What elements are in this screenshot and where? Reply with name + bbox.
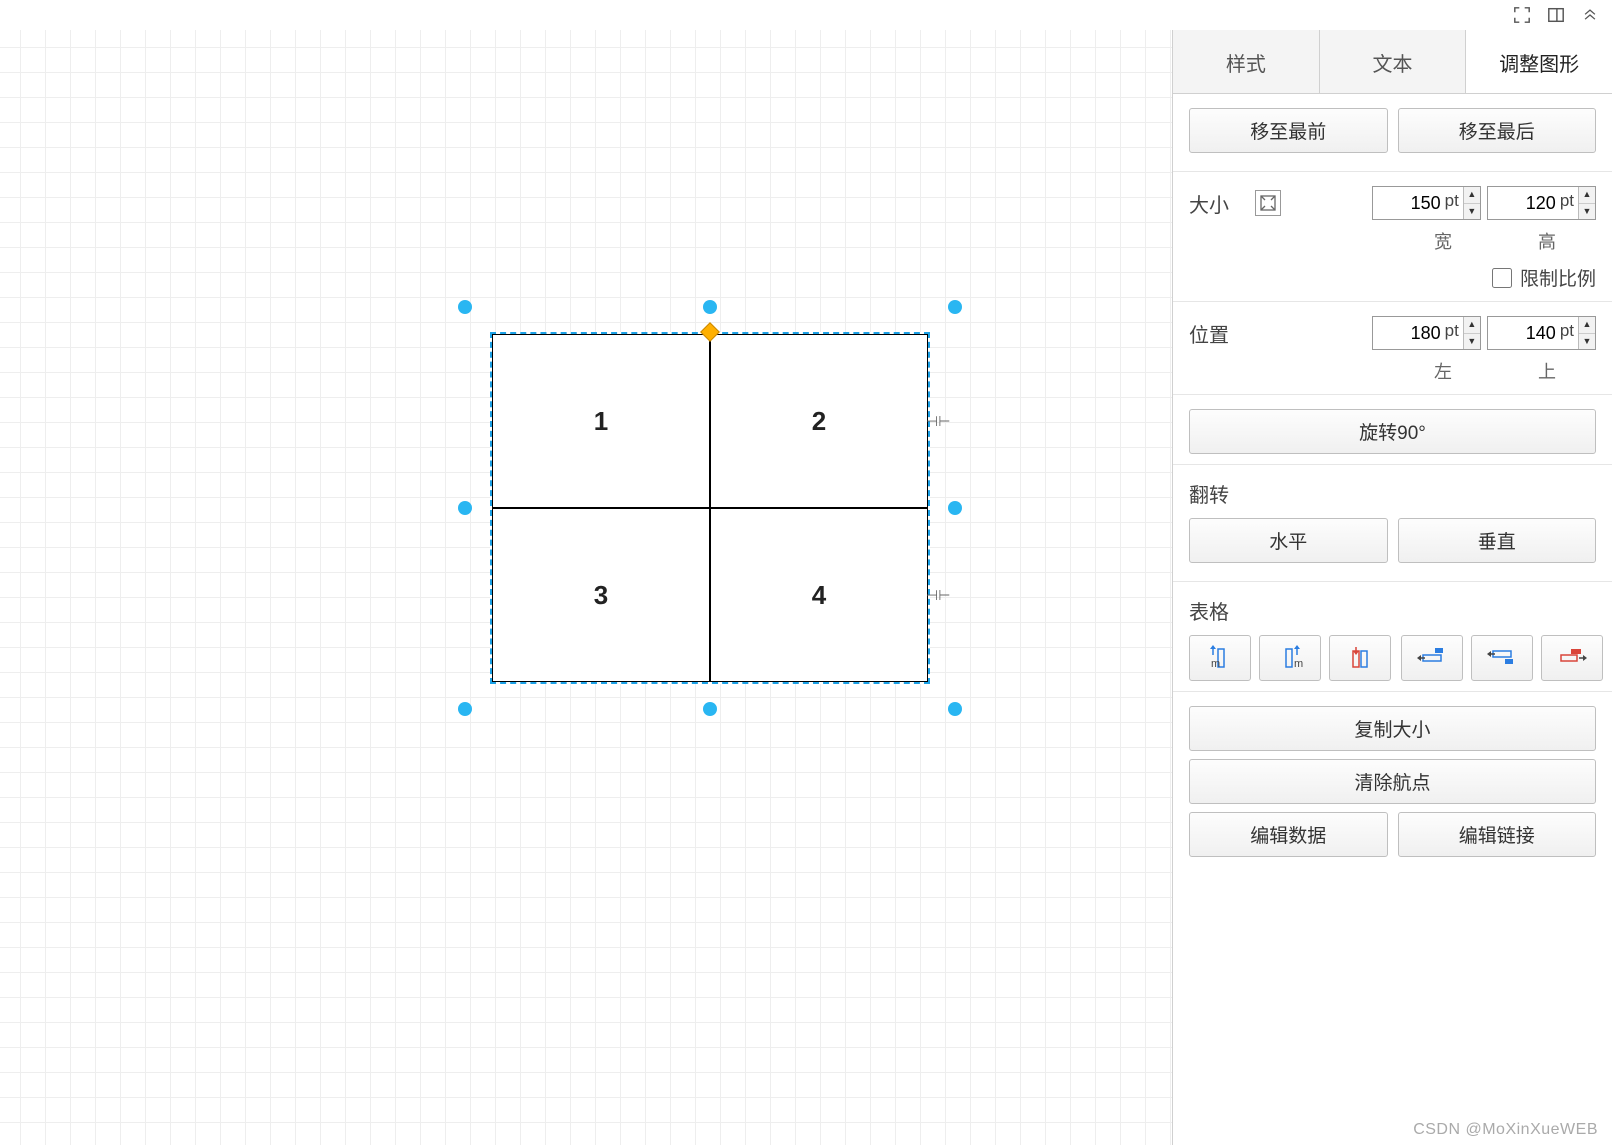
insert-col-left-button[interactable]: m xyxy=(1189,635,1251,681)
copy-size-button[interactable]: 复制大小 xyxy=(1189,706,1596,751)
height-sublabel: 高 xyxy=(1498,228,1596,254)
insert-row-above-button[interactable] xyxy=(1401,635,1463,681)
col-divider-mark[interactable]: ⊣⊢ xyxy=(926,416,942,428)
row-divider-mark[interactable]: ⊣⊢ xyxy=(926,590,942,602)
height-input[interactable]: pt ▲▼ xyxy=(1487,186,1596,220)
width-sublabel: 宽 xyxy=(1394,228,1492,254)
y-field[interactable] xyxy=(1488,317,1560,349)
rotate-90-button[interactable]: 旋转90° xyxy=(1189,409,1596,454)
unit-label: pt xyxy=(1560,317,1578,349)
insert-col-right-button[interactable]: m xyxy=(1259,635,1321,681)
constrain-checkbox[interactable] xyxy=(1492,268,1512,288)
constrain-label: 限制比例 xyxy=(1520,264,1596,291)
table-cell[interactable]: 2 xyxy=(710,334,928,508)
tab-arrange[interactable]: 调整图形 xyxy=(1466,30,1612,93)
y-spinner[interactable]: ▲▼ xyxy=(1578,317,1595,349)
resize-handle-se[interactable] xyxy=(948,702,962,716)
resize-handle-w[interactable] xyxy=(458,501,472,515)
table-cell[interactable]: 3 xyxy=(492,508,710,682)
unit-label: pt xyxy=(1445,317,1463,349)
fullscreen-icon[interactable] xyxy=(1512,5,1532,25)
watermark: CSDN @MoXinXueWEB xyxy=(1413,1121,1598,1139)
table-section-label: 表格 xyxy=(1189,596,1596,625)
split-icon[interactable] xyxy=(1546,5,1566,25)
sidebar-tabs: 样式 文本 调整图形 xyxy=(1173,30,1612,94)
delete-col-button[interactable] xyxy=(1329,635,1391,681)
bring-to-front-button[interactable]: 移至最前 xyxy=(1189,108,1388,153)
format-sidebar: 样式 文本 调整图形 移至最前 移至最后 大小 pt xyxy=(1172,30,1612,1145)
width-input[interactable]: pt ▲▼ xyxy=(1372,186,1481,220)
collapse-icon[interactable] xyxy=(1580,5,1600,25)
svg-text:m: m xyxy=(1294,658,1303,670)
clear-waypoints-button[interactable]: 清除航点 xyxy=(1189,759,1596,804)
flip-vertical-button[interactable]: 垂直 xyxy=(1398,518,1597,563)
tab-text[interactable]: 文本 xyxy=(1320,30,1467,93)
selected-shape[interactable]: 1 2 3 4 ⊣⊢ ⊣⊢ xyxy=(490,332,930,684)
resize-handle-n[interactable] xyxy=(703,300,717,314)
width-field[interactable] xyxy=(1373,187,1445,219)
unit-label: pt xyxy=(1560,187,1578,219)
edit-link-button[interactable]: 编辑链接 xyxy=(1398,812,1597,857)
insert-row-below-button[interactable] xyxy=(1471,635,1533,681)
table-cell[interactable]: 4 xyxy=(710,508,928,682)
svg-text:m: m xyxy=(1211,658,1220,670)
window-topbar xyxy=(0,0,1612,30)
delete-row-button[interactable] xyxy=(1541,635,1603,681)
width-spinner[interactable]: ▲▼ xyxy=(1463,187,1480,219)
position-label: 位置 xyxy=(1189,319,1245,348)
flip-section-label: 翻转 xyxy=(1189,479,1596,508)
resize-handle-nw[interactable] xyxy=(458,300,472,314)
x-field[interactable] xyxy=(1373,317,1445,349)
x-spinner[interactable]: ▲▼ xyxy=(1463,317,1480,349)
resize-handle-e[interactable] xyxy=(948,501,962,515)
y-input[interactable]: pt ▲▼ xyxy=(1487,316,1596,350)
x-sublabel: 左 xyxy=(1394,358,1492,384)
edit-data-button[interactable]: 编辑数据 xyxy=(1189,812,1388,857)
tab-style[interactable]: 样式 xyxy=(1173,30,1320,93)
flip-horizontal-button[interactable]: 水平 xyxy=(1189,518,1388,563)
resize-handle-s[interactable] xyxy=(703,702,717,716)
autosize-icon[interactable] xyxy=(1255,190,1281,216)
resize-handle-sw[interactable] xyxy=(458,702,472,716)
send-to-back-button[interactable]: 移至最后 xyxy=(1398,108,1597,153)
table-cell[interactable]: 1 xyxy=(492,334,710,508)
size-label: 大小 xyxy=(1189,189,1245,218)
canvas[interactable]: 1 2 3 4 ⊣⊢ ⊣⊢ xyxy=(0,30,1172,1145)
height-spinner[interactable]: ▲▼ xyxy=(1578,187,1595,219)
height-field[interactable] xyxy=(1488,187,1560,219)
resize-handle-ne[interactable] xyxy=(948,300,962,314)
y-sublabel: 上 xyxy=(1498,358,1596,384)
unit-label: pt xyxy=(1445,187,1463,219)
x-input[interactable]: pt ▲▼ xyxy=(1372,316,1481,350)
